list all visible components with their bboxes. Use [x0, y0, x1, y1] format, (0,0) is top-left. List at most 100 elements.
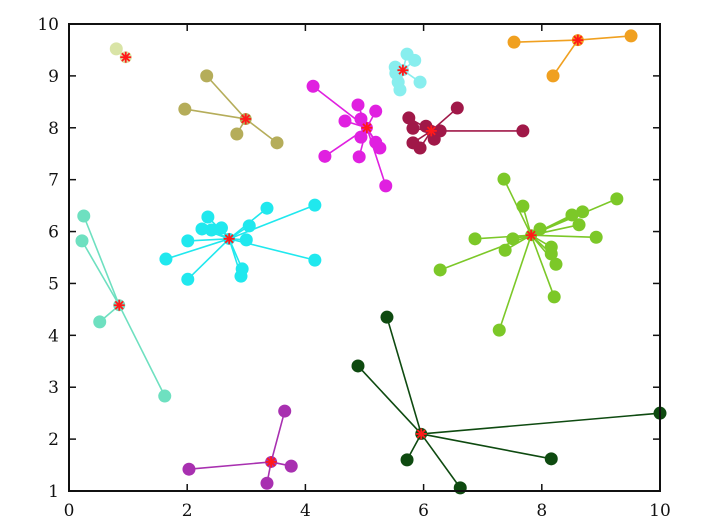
data-point [413, 75, 427, 89]
cluster-link-line [245, 118, 278, 144]
cluster-link-line [187, 238, 230, 280]
cluster-link-line [498, 234, 532, 331]
centroid-star-marker [113, 299, 125, 311]
cluster-link-line [357, 365, 422, 435]
data-point [400, 453, 414, 467]
centroid-star-marker [415, 428, 427, 440]
y-tick-label: 5 [48, 274, 59, 294]
data-point [610, 192, 624, 206]
data-point [576, 205, 590, 219]
data-point [308, 253, 322, 267]
data-point [260, 201, 274, 215]
data-point [402, 111, 416, 125]
centroid-star-marker [425, 125, 437, 137]
y-tick-label: 7 [48, 171, 59, 191]
data-point [182, 462, 196, 476]
data-point [204, 223, 218, 237]
data-point [544, 452, 558, 466]
centroid-star-marker [265, 456, 277, 468]
data-point [195, 222, 209, 236]
data-point [318, 149, 332, 163]
cluster-link-line [386, 316, 423, 435]
cluster-link-line [188, 461, 272, 471]
data-point [278, 404, 292, 418]
cluster-link-line [552, 39, 579, 77]
y-tick-label: 1 [48, 482, 59, 502]
data-point [624, 29, 638, 43]
centroid-star-marker [223, 233, 235, 245]
data-point [380, 310, 394, 324]
data-point [93, 315, 107, 329]
data-point [158, 389, 172, 403]
x-tick-label: 10 [649, 501, 671, 521]
cluster-9 [182, 404, 298, 490]
data-point [498, 243, 512, 257]
cluster-5 [507, 29, 638, 83]
cluster-link-line [228, 204, 316, 240]
data-point [450, 101, 464, 115]
centroid-star-marker [525, 229, 537, 241]
cluster-1 [178, 69, 284, 150]
data-point [351, 98, 365, 112]
plot-marks [75, 29, 667, 495]
cluster-link-line [118, 304, 166, 397]
cluster-link-line [474, 234, 532, 240]
cluster-link-line [420, 433, 461, 489]
data-point [408, 53, 422, 67]
centroid-star-marker [361, 122, 373, 134]
data-point [200, 69, 214, 83]
data-point [284, 459, 298, 473]
cluster-link-line [184, 108, 246, 120]
cluster-3 [388, 47, 427, 97]
data-point [270, 136, 284, 150]
cluster-2 [306, 79, 393, 193]
data-point [354, 112, 368, 126]
data-point [369, 104, 383, 118]
cluster-link-line [81, 240, 120, 306]
data-point [497, 172, 511, 186]
data-point [181, 234, 195, 248]
plot-frame [68, 23, 661, 492]
cluster-10 [351, 310, 667, 495]
data-point [109, 42, 123, 56]
centroid-star-marker [120, 51, 132, 63]
data-point [406, 121, 420, 135]
data-point [373, 141, 387, 155]
data-point [338, 114, 352, 128]
cluster-link-line [531, 234, 597, 239]
data-point [492, 323, 506, 337]
data-point [533, 222, 547, 236]
x-tick-label: 4 [300, 501, 311, 521]
cluster-6 [433, 172, 624, 337]
cluster-0 [109, 42, 132, 64]
data-point [260, 476, 274, 490]
data-point [214, 221, 228, 235]
data-point [379, 179, 393, 193]
data-point [453, 481, 467, 495]
cluster-link-line [83, 215, 120, 306]
data-point [468, 232, 482, 246]
x-tick-label: 2 [182, 501, 193, 521]
y-tick-label: 9 [48, 67, 59, 87]
data-point [549, 257, 563, 271]
data-point [354, 130, 368, 144]
data-point [178, 102, 192, 116]
y-tick-label: 6 [48, 223, 59, 243]
data-point [547, 290, 561, 304]
data-point [230, 127, 244, 141]
data-point [352, 150, 366, 164]
data-point [306, 79, 320, 93]
cluster-link-line [577, 35, 632, 41]
y-tick-label: 10 [37, 15, 59, 35]
y-tick-label: 3 [48, 378, 59, 398]
cluster-link-line [421, 412, 661, 435]
data-point [393, 83, 407, 97]
data-point [351, 359, 365, 373]
cluster-link-line [366, 127, 387, 187]
centroid-star-marker [240, 113, 252, 125]
data-point [507, 35, 521, 49]
cluster-7 [159, 198, 322, 286]
data-point [433, 263, 447, 277]
